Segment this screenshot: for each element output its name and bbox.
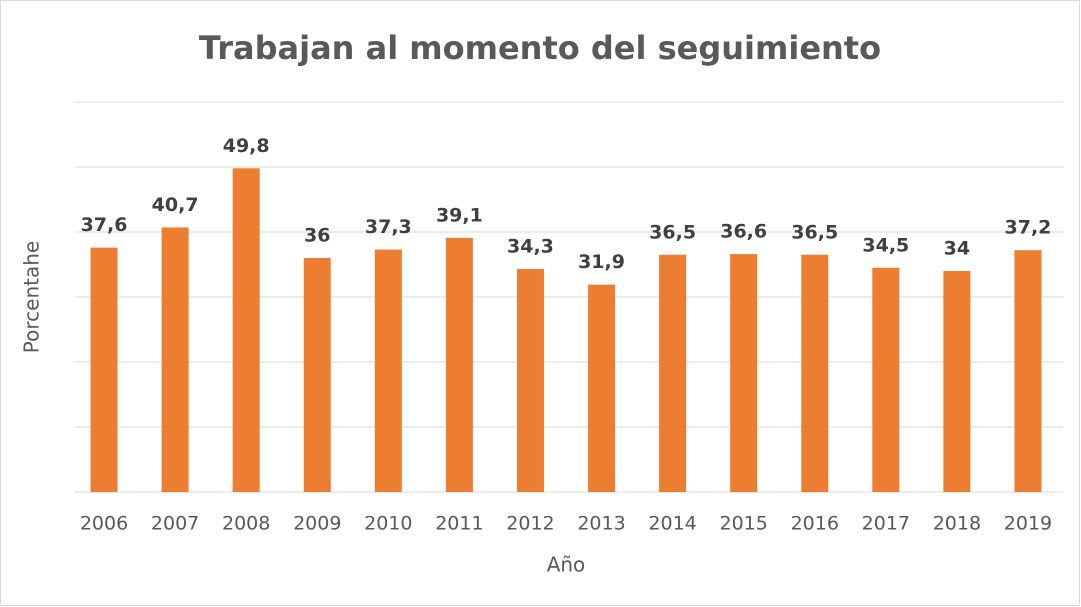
bar xyxy=(374,249,402,492)
data-label: 49,8 xyxy=(223,135,270,157)
bar xyxy=(232,168,260,493)
x-tick-label: 2009 xyxy=(293,513,341,535)
data-label: 37,3 xyxy=(365,216,412,238)
bar xyxy=(730,254,758,492)
x-tick-label: 2007 xyxy=(151,513,199,535)
data-label: 40,7 xyxy=(152,194,199,216)
data-label: 37,2 xyxy=(1005,217,1052,239)
x-tick-label: 2019 xyxy=(1004,513,1052,535)
x-tick-label: 2013 xyxy=(577,513,625,535)
y-axis-title: Porcentahe xyxy=(20,241,44,353)
bar xyxy=(872,267,900,492)
bar xyxy=(588,284,616,492)
chart-title: Trabajan al momento del seguimiento xyxy=(199,29,881,67)
x-tick-label: 2014 xyxy=(648,513,696,535)
data-label: 34 xyxy=(944,238,970,260)
bar xyxy=(516,269,544,492)
x-tick-label: 2010 xyxy=(364,513,412,535)
x-tick-label: 2017 xyxy=(862,513,910,535)
bar xyxy=(90,247,118,492)
data-label: 36,6 xyxy=(720,221,767,243)
bar xyxy=(943,271,971,492)
bar xyxy=(801,254,829,492)
bar xyxy=(659,254,687,492)
x-tick-label: 2011 xyxy=(435,513,483,535)
data-label: 36 xyxy=(304,225,330,247)
x-axis-title: Año xyxy=(547,553,586,577)
bar xyxy=(445,237,473,492)
data-label: 37,6 xyxy=(81,214,128,236)
data-label: 31,9 xyxy=(578,251,625,273)
x-tick-label: 2008 xyxy=(222,513,270,535)
data-label: 34,3 xyxy=(507,236,554,258)
bar xyxy=(303,258,331,492)
data-label: 39,1 xyxy=(436,204,483,226)
bar xyxy=(161,227,189,492)
x-tick-label: 2015 xyxy=(719,513,767,535)
bar xyxy=(1014,250,1042,492)
x-tick-label: 2018 xyxy=(933,513,981,535)
x-tick-label: 2016 xyxy=(791,513,839,535)
x-tick-label: 2006 xyxy=(80,513,128,535)
x-tick-label: 2012 xyxy=(506,513,554,535)
data-label: 36,5 xyxy=(649,221,696,243)
data-label: 34,5 xyxy=(862,234,909,256)
data-label: 36,5 xyxy=(791,221,838,243)
